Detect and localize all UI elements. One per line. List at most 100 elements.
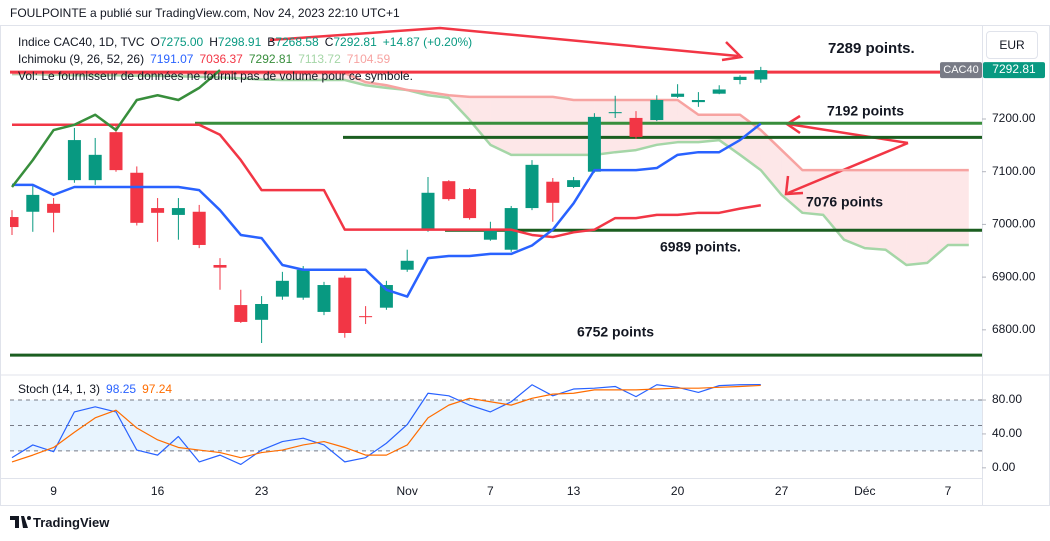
candle-body: [463, 189, 477, 219]
indicator-line: [12, 122, 762, 298]
cloud: [552, 96, 574, 155]
y-tick-label: 40.00: [992, 426, 1022, 440]
arrows: [269, 26, 909, 196]
candle-body: [629, 117, 643, 137]
x-tick-label: 23: [255, 484, 269, 498]
ohlc-item: B7268.58: [267, 35, 318, 49]
volume-note: Vol: Le fournisseur de données ne fourni…: [18, 69, 413, 83]
candle-body: [338, 277, 352, 333]
candle-body: [67, 140, 81, 181]
stoch-pane: [10, 383, 982, 466]
indicator-name: Ichimoku (9, 26, 52, 26): [18, 52, 145, 66]
ohlc-item: C7292.81: [325, 35, 377, 49]
candle-body: [442, 181, 456, 200]
candle-body: [608, 112, 622, 114]
indicator-line: [12, 72, 969, 267]
candle-body: [88, 154, 102, 181]
arrow-head: [784, 175, 804, 196]
ohlc-item: H7298.91: [209, 35, 261, 49]
symbol: Indice CAC40, 1D, TVC: [18, 35, 145, 49]
indicator-value: 7292.81: [248, 52, 293, 66]
candle-body: [213, 264, 227, 268]
price-tag-name-bg: [940, 62, 982, 79]
candle-body: [483, 229, 497, 240]
logo-shape: [10, 516, 31, 528]
arrow-head: [721, 41, 744, 62]
candle-body: [26, 194, 40, 212]
cloud: [948, 170, 969, 245]
cloud: [532, 96, 553, 155]
indicator-value: 7113.72: [298, 52, 341, 66]
arrow: [787, 141, 909, 195]
candle-body: [587, 116, 601, 172]
cloud: [927, 170, 948, 263]
candle-body: [712, 89, 726, 94]
ohlc-value: 7292.81: [333, 35, 377, 49]
level-label: 7192 points: [827, 103, 904, 119]
x-tick-label: Nov: [397, 484, 418, 498]
candle-body: [275, 280, 289, 297]
cloud: [469, 96, 491, 145]
logo-icon: [10, 516, 31, 528]
stoch-value: 97.24: [142, 382, 173, 396]
candle-body: [359, 316, 373, 318]
x-tick-label: 7: [945, 484, 952, 498]
arrow: [269, 26, 739, 58]
cloud: [719, 114, 740, 155]
ohlc-item: O7275.00: [151, 35, 204, 49]
candle-body: [171, 208, 185, 215]
cloud: [511, 96, 532, 155]
annotation: 7076 points: [806, 194, 883, 210]
candle-body: [130, 172, 144, 223]
indicator-value: 7191.07: [150, 52, 194, 66]
main-pane: [10, 66, 982, 357]
ohlc-label: H: [209, 35, 218, 49]
price-tag-bg: [983, 62, 1045, 79]
candle-body: [421, 192, 435, 230]
level-label: 6989 points.: [660, 239, 741, 255]
cloud: [490, 96, 512, 155]
cloud: [802, 170, 824, 215]
cloud: [698, 114, 720, 143]
x-tick-label: 16: [151, 484, 165, 498]
x-tick-label: 9: [50, 484, 57, 498]
stoch-legend: Stoch (14, 1, 3) 98.25 97.24: [18, 382, 172, 396]
x-tick-label: 20: [671, 484, 685, 498]
ohlc-label: O: [150, 35, 160, 49]
indicator-line: [11, 383, 761, 466]
candle-body: [525, 164, 539, 209]
indicator-legend: Ichimoku (9, 26, 52, 26) 7191.07 7036.37 72…: [18, 52, 390, 66]
price-tag-name: CAC40: [943, 64, 978, 76]
candle-body: [192, 211, 206, 245]
cloud: [677, 100, 699, 143]
x-tick-label: 13: [567, 484, 581, 498]
level-label: 6752 points: [577, 324, 654, 340]
candle-body: [754, 70, 768, 80]
candle-body: [650, 100, 664, 121]
candle-body: [151, 208, 165, 213]
candle-body: [255, 304, 269, 320]
y-tick-label: 0.00: [992, 460, 1016, 474]
candle-body: [296, 269, 310, 298]
ohlc-value: 7275.00: [159, 35, 204, 49]
cloud: [282, 73, 304, 80]
candle-body: [47, 203, 61, 213]
y-tick-label: 6900.00: [992, 269, 1036, 283]
ohlc-label: B: [267, 35, 276, 49]
candle-body: [733, 76, 747, 80]
cloud: [823, 170, 844, 240]
symbol-legend: Indice CAC40, 1D, TVC O7275.00 H7298.91 B72…: [18, 35, 472, 49]
logo: TradingView: [33, 515, 110, 530]
ohlc-value: 7298.91: [217, 35, 262, 49]
cloud: [261, 73, 283, 80]
arrow: [787, 122, 909, 145]
candle-body: [567, 180, 581, 187]
cloud: [303, 73, 324, 80]
candle-body: [317, 285, 331, 312]
stoch-title: Stoch (14, 1, 3): [18, 382, 101, 396]
currency-button[interactable]: EUR: [986, 31, 1038, 59]
volume-legend: Vol: Le fournisseur de données ne fourni…: [18, 69, 413, 83]
ohlc-label: C: [324, 35, 334, 49]
candle-body: [109, 132, 123, 171]
